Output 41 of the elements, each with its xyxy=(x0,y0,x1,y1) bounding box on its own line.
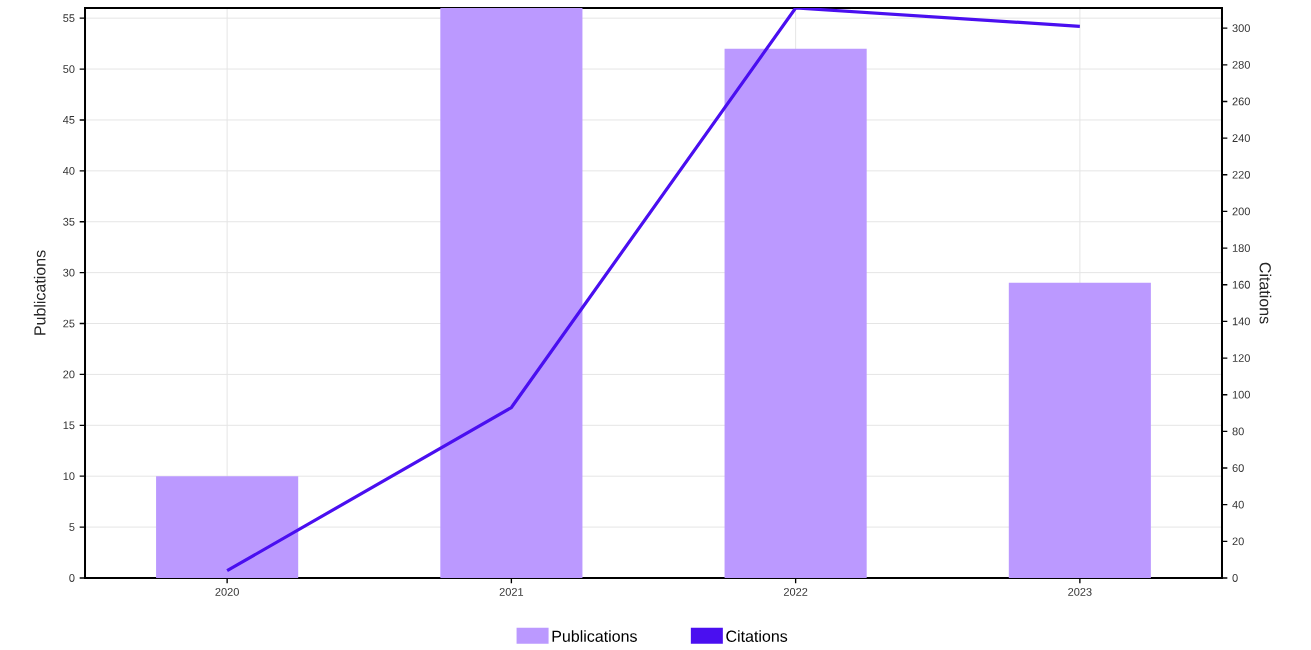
y-tick-label: 50 xyxy=(63,65,75,73)
y2-tick-label: 220 xyxy=(1232,170,1250,179)
legend-label: Publications xyxy=(552,630,637,642)
y-tick-label: 10 xyxy=(63,472,75,481)
y2-tick-label: 120 xyxy=(1232,354,1250,362)
x-tick-label: 2020 xyxy=(215,588,239,596)
y2-tick-label: 80 xyxy=(1232,427,1244,436)
y2-tick-label: 40 xyxy=(1232,500,1244,509)
y2-tick-label: 180 xyxy=(1232,244,1250,252)
y2-tick-label: 60 xyxy=(1232,464,1244,472)
bar xyxy=(156,476,299,578)
y-tick-label: 25 xyxy=(63,319,75,328)
y2-tick-label: 240 xyxy=(1232,134,1250,143)
y2-tick-label: 300 xyxy=(1232,24,1250,33)
y2-tick-label: 0 xyxy=(1232,574,1238,582)
y2-tick-label: 160 xyxy=(1232,280,1250,289)
y-tick-label: 35 xyxy=(63,217,75,226)
bar xyxy=(440,8,583,578)
y-tick-label: 5 xyxy=(69,523,75,531)
x-tick-label: 2023 xyxy=(1068,588,1092,596)
y-tick-label: 40 xyxy=(62,166,75,175)
y2-tick-label: 260 xyxy=(1232,97,1250,106)
y2-tick-label: 280 xyxy=(1232,60,1250,69)
x-tick-label: 2021 xyxy=(499,588,524,596)
line-series xyxy=(225,7,1082,573)
y-tick-label: 15 xyxy=(63,421,75,430)
x-tick-label: 2022 xyxy=(783,588,808,596)
y-tick-label: 20 xyxy=(63,370,75,379)
y2-axis-title: Citations xyxy=(1259,262,1272,324)
y-tick-label: 0 xyxy=(69,574,75,582)
y2-tick-label: 100 xyxy=(1232,390,1250,399)
y2-tick-label: 140 xyxy=(1232,317,1250,326)
y-tick-label: 30 xyxy=(63,268,75,277)
legend-label: Citations xyxy=(726,630,788,642)
y-tick-label: 55 xyxy=(63,14,75,23)
y-axis-title: Publications xyxy=(33,250,46,335)
y2-tick-label: 20 xyxy=(1232,537,1244,546)
y2-tick-label: 200 xyxy=(1232,207,1250,216)
y-tick-label: 45 xyxy=(62,116,75,124)
bar xyxy=(724,48,867,578)
bar xyxy=(1008,282,1151,578)
